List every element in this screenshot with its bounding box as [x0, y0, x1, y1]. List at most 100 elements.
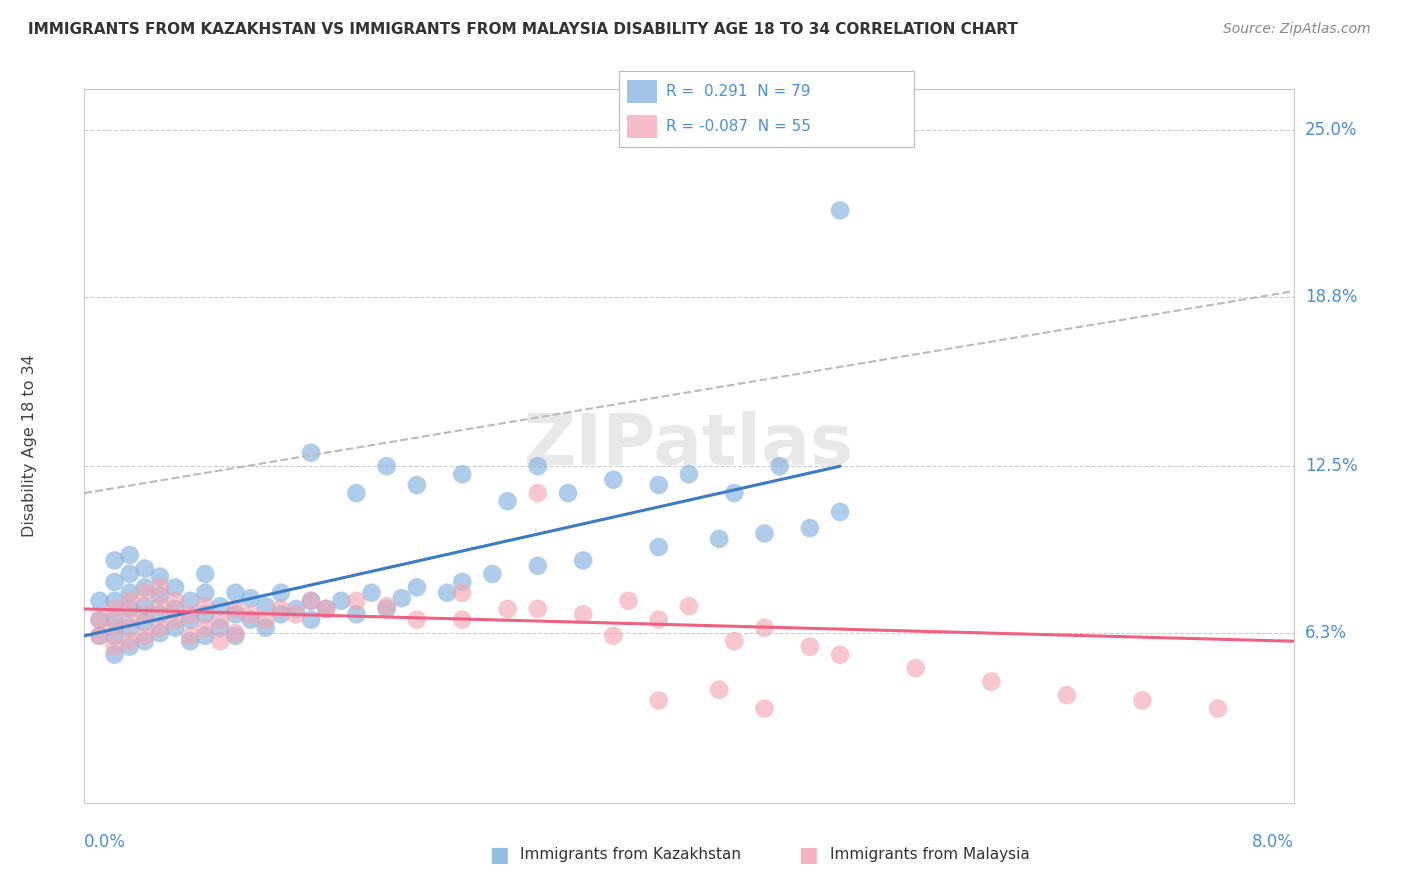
Text: Disability Age 18 to 34: Disability Age 18 to 34 [22, 355, 38, 537]
Point [194, 599, 217, 614]
Point [904, 661, 927, 675]
Point [118, 594, 141, 608]
Point [134, 561, 156, 575]
Point [496, 602, 519, 616]
Point [436, 586, 458, 600]
Point [299, 594, 322, 608]
Text: ■: ■ [489, 845, 509, 864]
Point [830, 648, 852, 662]
Point [179, 629, 201, 643]
Point [406, 613, 429, 627]
Text: IMMIGRANTS FROM KAZAKHSTAN VS IMMIGRANTS FROM MALAYSIA DISABILITY AGE 18 TO 34 C: IMMIGRANTS FROM KAZAKHSTAN VS IMMIGRANTS… [28, 22, 1018, 37]
Point [527, 486, 550, 500]
Point [406, 580, 429, 594]
Point [225, 626, 247, 640]
Point [194, 629, 217, 643]
Point [104, 621, 127, 635]
Point [179, 594, 201, 608]
Point [104, 574, 127, 589]
Point [602, 473, 624, 487]
Point [104, 594, 127, 608]
Point [527, 459, 550, 474]
Point [225, 629, 247, 643]
Point [799, 521, 821, 535]
Point [617, 594, 640, 608]
Point [165, 580, 187, 594]
Text: ZIPatlas: ZIPatlas [524, 411, 853, 481]
Point [678, 599, 700, 614]
Point [754, 526, 776, 541]
Point [239, 591, 262, 606]
Text: 0.0%: 0.0% [84, 833, 127, 851]
Point [647, 478, 671, 492]
Text: Immigrants from Malaysia: Immigrants from Malaysia [830, 847, 1029, 862]
Point [799, 640, 821, 654]
Text: 18.8%: 18.8% [1305, 287, 1357, 306]
Point [118, 613, 141, 627]
Point [270, 602, 292, 616]
Point [360, 586, 382, 600]
Text: R = -0.087  N = 55: R = -0.087 N = 55 [666, 120, 811, 134]
Point [375, 599, 398, 614]
Point [527, 602, 550, 616]
Point [602, 629, 624, 643]
Point [149, 599, 172, 614]
Point [572, 607, 595, 622]
Point [149, 580, 172, 594]
Point [118, 634, 141, 648]
Point [481, 566, 503, 581]
Point [723, 486, 745, 500]
Point [149, 589, 172, 603]
Bar [627, 80, 657, 103]
Point [239, 613, 262, 627]
Point [572, 553, 595, 567]
Point [299, 446, 322, 460]
Point [89, 594, 111, 608]
Point [346, 486, 368, 500]
Point [557, 486, 579, 500]
Point [678, 467, 700, 482]
Point [647, 613, 671, 627]
Point [451, 467, 474, 482]
Point [225, 586, 247, 600]
Point [527, 558, 550, 573]
Point [225, 607, 247, 622]
Point [754, 701, 776, 715]
Point [330, 594, 353, 608]
Point [346, 607, 368, 622]
Point [118, 586, 141, 600]
Point [496, 494, 519, 508]
Point [104, 629, 127, 643]
Point [118, 640, 141, 654]
Point [134, 615, 156, 630]
Text: 6.3%: 6.3% [1305, 624, 1347, 642]
Point [451, 586, 474, 600]
Point [209, 613, 232, 627]
Point [194, 621, 217, 635]
Point [1056, 688, 1078, 702]
Point [104, 648, 127, 662]
Text: R =  0.291  N = 79: R = 0.291 N = 79 [666, 85, 810, 99]
Point [270, 586, 292, 600]
Point [149, 607, 172, 622]
Bar [627, 115, 657, 138]
Point [179, 613, 201, 627]
Text: Immigrants from Kazakhstan: Immigrants from Kazakhstan [520, 847, 741, 862]
Point [315, 602, 337, 616]
Point [209, 599, 232, 614]
Point [104, 640, 127, 654]
Text: Source: ZipAtlas.com: Source: ZipAtlas.com [1223, 22, 1371, 37]
Point [769, 459, 792, 474]
Point [89, 613, 111, 627]
Point [134, 586, 156, 600]
Point [194, 607, 217, 622]
Point [134, 580, 156, 594]
Point [830, 505, 852, 519]
Point [194, 566, 217, 581]
Point [709, 532, 731, 546]
Point [315, 602, 337, 616]
Point [254, 613, 277, 627]
Point [194, 586, 217, 600]
Text: ■: ■ [799, 845, 818, 864]
Point [254, 621, 277, 635]
